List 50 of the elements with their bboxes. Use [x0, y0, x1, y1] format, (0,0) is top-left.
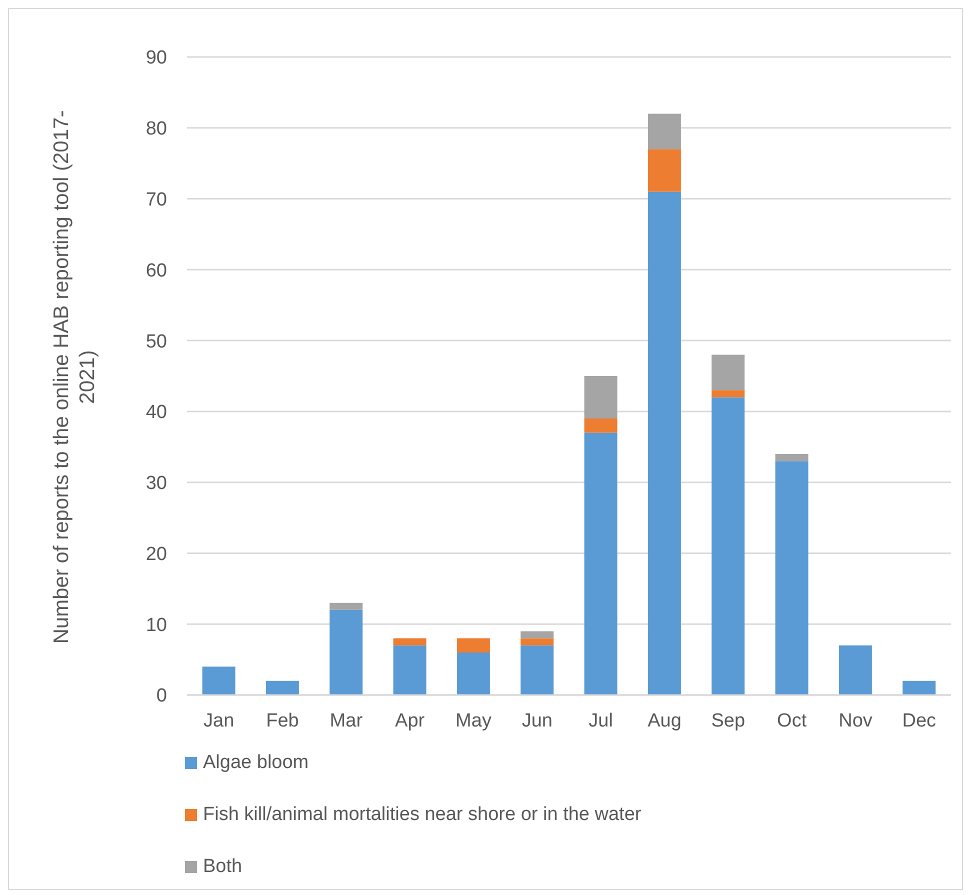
bar	[520, 638, 554, 646]
x-tick-label: Nov	[838, 710, 873, 732]
x-tick-label: Feb	[266, 710, 299, 732]
y-tick-label: 70	[146, 190, 167, 211]
bar	[393, 638, 426, 646]
y-tick-label: 90	[146, 48, 167, 69]
bar	[902, 680, 936, 695]
x-tick-label: Oct	[777, 710, 808, 732]
x-tick-label: Dec	[902, 710, 936, 732]
bar	[584, 418, 618, 433]
bar	[648, 192, 681, 695]
x-tick-label: May	[456, 710, 492, 732]
y-tick-label: 30	[146, 473, 167, 494]
bar	[456, 638, 490, 652]
bar	[584, 376, 618, 419]
legend-label: Fish kill/animal mortalities near shore or in the water	[203, 804, 642, 826]
legend-label: Algae bloom	[203, 752, 309, 774]
x-tick-label: Aug	[648, 710, 682, 732]
x-tick-label: Apr	[395, 710, 426, 732]
bar	[520, 645, 554, 695]
bar	[584, 432, 618, 695]
bar	[520, 631, 554, 638]
bar	[266, 680, 299, 695]
y-tick-label: 20	[146, 544, 167, 565]
bar	[712, 354, 745, 390]
y-tick-label: 60	[146, 260, 167, 282]
y-tick-label: 0	[156, 686, 167, 707]
x-tick-label: Jun	[522, 710, 552, 732]
y-axis-title: Number of reports to the online HAB reporting tool (2017-2021)	[49, 109, 100, 646]
bar	[648, 149, 681, 192]
y-tick-label: 50	[146, 331, 167, 352]
bar	[456, 652, 490, 695]
bar	[838, 645, 872, 695]
bar	[775, 461, 808, 695]
x-tick-label: Jul	[588, 710, 613, 732]
bar	[202, 666, 236, 695]
bar	[775, 454, 808, 462]
x-tick-label: Mar	[330, 710, 364, 732]
x-tick-label: Sep	[711, 710, 746, 732]
bar	[712, 390, 745, 398]
y-tick-label: 10	[146, 614, 167, 636]
bar	[330, 610, 363, 695]
y-tick-label: 80	[146, 118, 167, 140]
y-tick-label: 40	[146, 402, 167, 424]
bar	[330, 602, 363, 610]
x-tick-label: Jan	[204, 710, 234, 732]
bar	[712, 397, 745, 695]
bar	[393, 645, 426, 695]
legend-label: Both	[203, 856, 242, 878]
bar	[648, 114, 681, 150]
